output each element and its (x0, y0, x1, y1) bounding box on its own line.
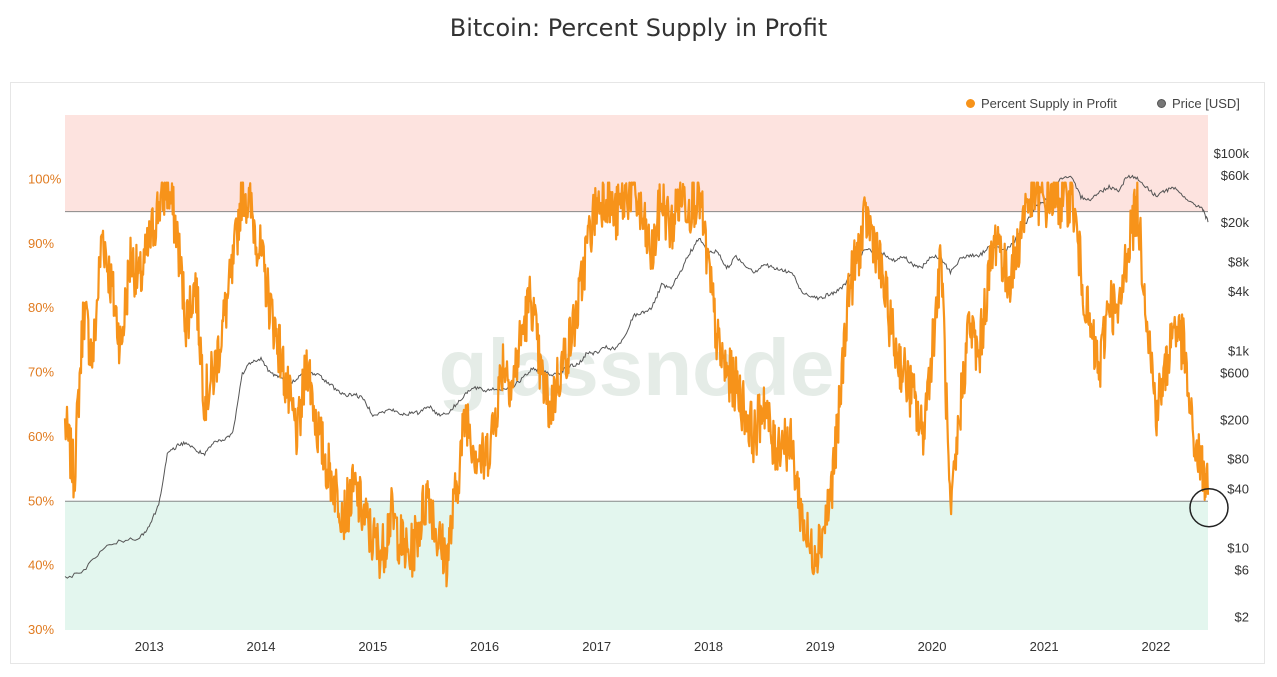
lower-band (65, 501, 1208, 630)
legend-supply-dot-icon (966, 99, 975, 108)
watermark: glassnode (439, 323, 835, 412)
x-tick-label: 2021 (1030, 639, 1059, 654)
right-tick-label: $10 (1227, 541, 1249, 556)
left-tick-label: 70% (28, 365, 54, 380)
right-tick-label: $2 (1235, 610, 1249, 625)
right-tick-label: $1k (1228, 343, 1249, 358)
left-tick-label: 60% (28, 429, 54, 444)
right-tick-label: $4k (1228, 284, 1249, 299)
legend-item-price[interactable]: Price [USD] (1157, 96, 1240, 111)
left-tick-label: 30% (28, 622, 54, 637)
right-tick-label: $60k (1221, 168, 1250, 183)
x-tick-label: 2019 (806, 639, 835, 654)
left-tick-label: 100% (28, 171, 62, 186)
annotation-circle (1189, 487, 1229, 528)
x-tick-label: 2017 (582, 639, 611, 654)
right-tick-label: $20k (1221, 215, 1250, 230)
legend-item-supply[interactable]: Percent Supply in Profit (966, 96, 1117, 111)
left-tick-label: 50% (28, 493, 54, 508)
left-tick-label: 80% (28, 300, 54, 315)
x-tick-label: 2015 (358, 639, 387, 654)
x-tick-label: 2016 (470, 639, 499, 654)
left-tick-label: 40% (28, 558, 54, 573)
right-tick-label: $40 (1227, 481, 1249, 496)
legend-price-label: Price [USD] (1172, 96, 1240, 111)
x-tick-label: 2020 (918, 639, 947, 654)
right-axis: $2 $6 $10 $40 $80 $200 $600 $1k $4k $8k $20k $60k $1… (1214, 146, 1250, 624)
legend-price-dot-icon (1157, 99, 1166, 108)
x-tick-label: 2022 (1141, 639, 1170, 654)
chart-frame (10, 82, 1265, 664)
right-tick-label: $80 (1227, 452, 1249, 467)
x-tick-label: 2013 (135, 639, 164, 654)
right-tick-label: $200 (1220, 412, 1249, 427)
x-axis: 2013 2014 2015 2016 2017 2018 2019 2020 2021 2022 (135, 639, 1171, 654)
right-tick-label: $8k (1228, 254, 1249, 269)
legend-supply-label: Percent Supply in Profit (981, 96, 1117, 111)
right-tick-label: $600 (1220, 365, 1249, 380)
chart-title: Bitcoin: Percent Supply in Profit (449, 14, 828, 42)
left-tick-label: 90% (28, 236, 54, 251)
right-tick-label: $6 (1235, 563, 1249, 578)
x-tick-label: 2018 (694, 639, 723, 654)
x-tick-label: 2014 (247, 639, 276, 654)
left-axis: 30% 40% 50% 60% 70% 80% 90% 100% (28, 171, 62, 637)
supply-series-line (63, 181, 1210, 588)
right-tick-label: $100k (1214, 146, 1250, 161)
